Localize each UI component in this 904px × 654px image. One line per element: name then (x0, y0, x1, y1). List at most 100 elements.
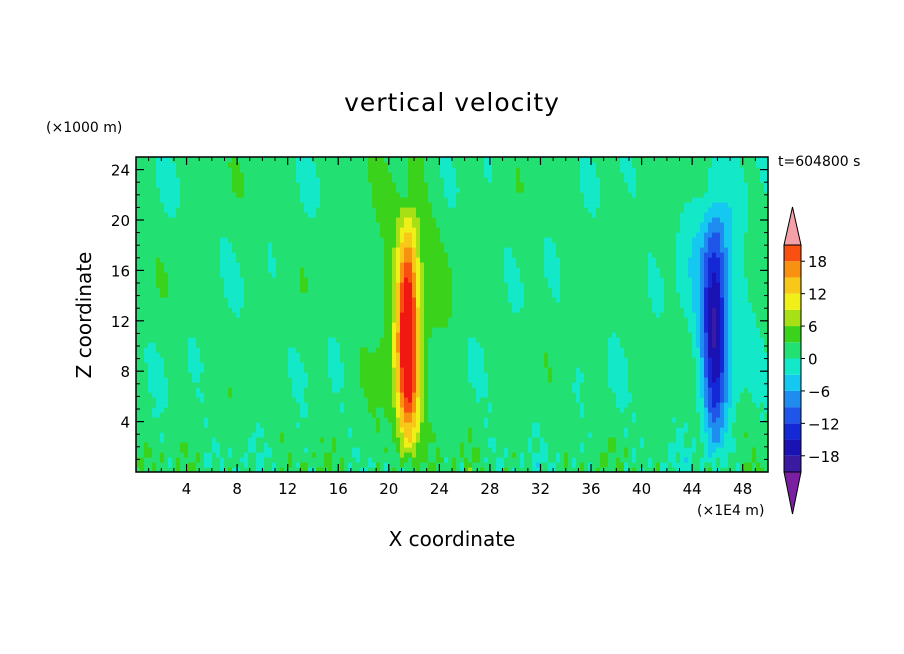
contour-cell (268, 387, 273, 393)
contour-cell (444, 357, 449, 363)
contour-cell (148, 387, 153, 393)
contour-cell (384, 242, 389, 248)
contour-cell (196, 437, 201, 443)
contour-cell (336, 252, 341, 258)
contour-cell (324, 362, 329, 368)
contour-cell (308, 372, 313, 378)
contour-cell (216, 337, 221, 343)
contour-cell (380, 192, 385, 198)
contour-cell (300, 212, 305, 218)
contour-cell (156, 332, 161, 338)
contour-cell (304, 217, 309, 223)
contour-cell (276, 257, 281, 263)
contour-cell (424, 437, 429, 443)
contour-cell (164, 352, 169, 358)
contour-cell (416, 272, 421, 278)
contour-cell (152, 167, 157, 173)
contour-cell (344, 212, 349, 218)
contour-cell (148, 327, 153, 333)
contour-cell (228, 157, 233, 163)
contour-cell (360, 277, 365, 283)
contour-cell (216, 157, 221, 163)
contour-cell (412, 267, 417, 273)
contour-cell (292, 267, 297, 273)
contour-cell (408, 242, 413, 248)
contour-cell (224, 427, 229, 433)
contour-cell (364, 377, 369, 383)
contour-cell (240, 332, 245, 338)
contour-cell (236, 182, 241, 188)
contour-cell (260, 462, 265, 468)
contour-cell (336, 432, 341, 438)
contour-cell (360, 227, 365, 233)
contour-cell (376, 177, 381, 183)
contour-cell (216, 162, 221, 168)
contour-cell (228, 237, 233, 243)
contour-cell (360, 412, 365, 418)
contour-cell (328, 167, 333, 173)
contour-cell (204, 167, 209, 173)
contour-cell (444, 182, 449, 188)
contour-cell (180, 262, 185, 268)
contour-cell (280, 452, 285, 458)
contour-cell (236, 157, 241, 163)
contour-cell (264, 192, 269, 198)
contour-cell (300, 367, 305, 373)
contour-cell (428, 282, 433, 288)
contour-cell (320, 337, 325, 343)
contour-cell (236, 177, 241, 183)
contour-cell (184, 387, 189, 393)
contour-cell (396, 387, 401, 393)
contour-cell (248, 402, 253, 408)
contour-cell (316, 397, 321, 403)
contour-cell (364, 407, 369, 413)
contour-cell (388, 377, 393, 383)
contour-cell (268, 442, 273, 448)
contour-cell (324, 437, 329, 443)
contour-cell (424, 387, 429, 393)
contour-cell (364, 212, 369, 218)
contour-cell (296, 357, 301, 363)
contour-cell (380, 207, 385, 213)
contour-cell (236, 452, 241, 458)
contour-cell (332, 272, 337, 278)
contour-cell (340, 412, 345, 418)
contour-cell (336, 217, 341, 223)
contour-cell (376, 192, 381, 198)
contour-cell (248, 367, 253, 373)
contour-cell (156, 447, 161, 453)
contour-cell (288, 422, 293, 428)
contour-cell (208, 327, 213, 333)
contour-cell (380, 267, 385, 273)
contour-cell (264, 387, 269, 393)
contour-cell (308, 267, 313, 273)
contour-cell (428, 352, 433, 358)
contour-cell (280, 177, 285, 183)
contour-cell (384, 282, 389, 288)
contour-cell (248, 432, 253, 438)
contour-cell (428, 387, 433, 393)
contour-cell (388, 307, 393, 313)
contour-cell (408, 382, 413, 388)
contour-cell (244, 302, 249, 308)
contour-cell (348, 242, 353, 248)
contour-cell (148, 402, 153, 408)
contour-cell (144, 217, 149, 223)
contour-cell (292, 197, 297, 203)
contour-cell (276, 337, 281, 343)
contour-cell (324, 182, 329, 188)
contour-cell (220, 397, 225, 403)
contour-cell (152, 302, 157, 308)
contour-cell (372, 257, 377, 263)
contour-cell (216, 227, 221, 233)
contour-cell (208, 387, 213, 393)
contour-cell (236, 442, 241, 448)
contour-cell (432, 267, 437, 273)
contour-cell (292, 462, 297, 468)
contour-cell (228, 217, 233, 223)
contour-cell (260, 382, 265, 388)
contour-cell (412, 307, 417, 313)
contour-cell (392, 317, 397, 323)
contour-cell (444, 157, 449, 163)
contour-cell (156, 467, 161, 472)
